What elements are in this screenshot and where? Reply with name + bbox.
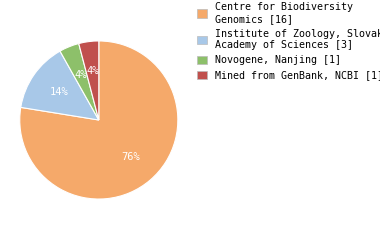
Legend: Centre for Biodiversity
Genomics [16], Institute of Zoology, Slovak
Academy of S: Centre for Biodiversity Genomics [16], I…: [195, 0, 380, 82]
Text: 4%: 4%: [74, 70, 87, 80]
Wedge shape: [60, 43, 99, 120]
Text: 4%: 4%: [86, 66, 99, 76]
Wedge shape: [79, 41, 99, 120]
Text: 76%: 76%: [121, 152, 140, 162]
Wedge shape: [20, 41, 178, 199]
Wedge shape: [21, 51, 99, 120]
Text: 14%: 14%: [49, 87, 68, 97]
